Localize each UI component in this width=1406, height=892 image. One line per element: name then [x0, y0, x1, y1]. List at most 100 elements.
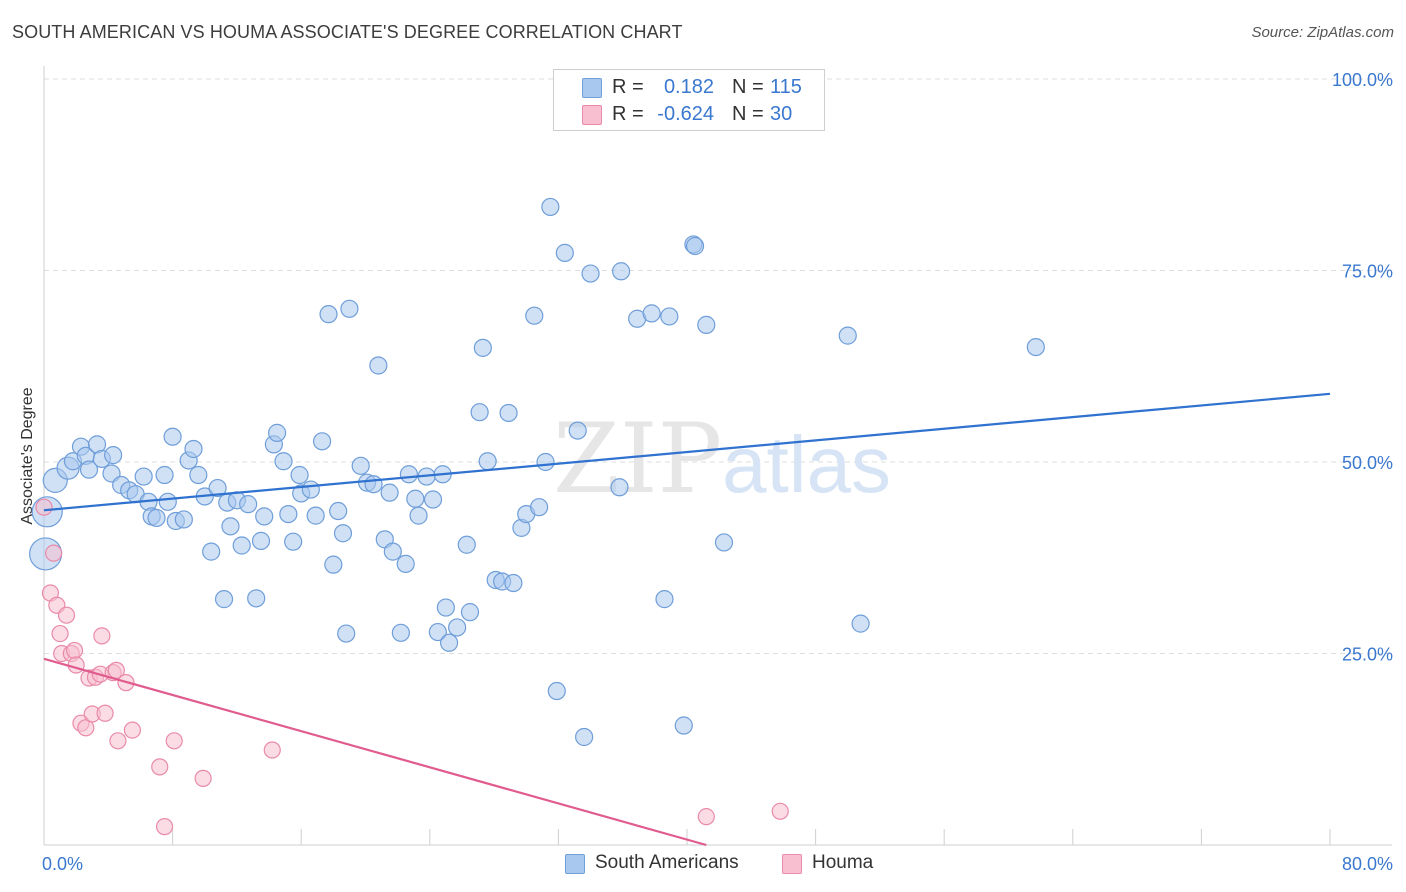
south-americans-point [214, 590, 234, 609]
south-americans-point [380, 483, 399, 502]
south-americans-point [208, 478, 227, 498]
south-americans-point [473, 338, 492, 357]
bottom-legend-swatch-pink [782, 854, 802, 874]
houma-point [96, 704, 114, 722]
south-americans-point [158, 492, 177, 511]
south-americans-point [674, 716, 693, 735]
south-americans-point [255, 507, 274, 526]
south-americans-point [409, 506, 428, 525]
bottom-legend-swatch-blue [565, 854, 585, 874]
south-americans-point [324, 555, 343, 574]
south-americans-point [189, 465, 208, 485]
legend-row-houma: R = -0.624 N = 30 [554, 102, 824, 128]
houma-point [57, 606, 76, 624]
x-tick-label-max: 80.0% [1342, 854, 1393, 874]
south-americans-point [448, 618, 467, 637]
watermark: ZIP atlas [553, 403, 891, 515]
houma-point [65, 641, 84, 660]
south-americans-point [504, 573, 523, 593]
legend-r-label: R = [612, 76, 644, 98]
legend-n-value: 115 [770, 76, 802, 98]
south-americans-point [838, 326, 857, 345]
houma-point [109, 732, 127, 750]
south-americans-point [306, 506, 325, 525]
south-americans-point [436, 598, 455, 617]
houma-point [123, 721, 142, 739]
south-americans-point [697, 315, 716, 334]
south-americans-point [134, 467, 153, 486]
south-americans-point [478, 452, 497, 471]
south-americans-point [685, 236, 705, 256]
south-americans-point [351, 456, 370, 475]
legend-r-label: R = [612, 103, 644, 125]
grid-layer [44, 78, 1392, 654]
y-tick-label: 75.0% [1342, 262, 1393, 282]
south-americans-point [79, 460, 99, 479]
south-americans-point [333, 524, 353, 543]
south-americans-point [247, 589, 266, 608]
houma-point [77, 719, 95, 737]
south-americans-point [460, 603, 480, 622]
south-americans-point [396, 554, 415, 573]
trend-layer [43, 392, 1331, 847]
south-americans-point [274, 452, 293, 471]
source-label: Source: ZipAtlas.com [1251, 24, 1394, 41]
south-americans-point [660, 307, 679, 326]
correlation-legend: R = 0.182 N = 115 R = -0.624 N = 30 [553, 69, 825, 131]
south-americans-point [364, 475, 383, 494]
south-americans-point [290, 465, 309, 485]
south-americans-trend-line [43, 392, 1331, 512]
south-americans-point [251, 531, 271, 550]
south-americans-point [406, 489, 425, 508]
south-americans-point [568, 421, 587, 440]
legend-n-value: 30 [770, 103, 793, 125]
south-americans-point [525, 306, 544, 325]
south-americans-point [232, 536, 251, 555]
houma-point [155, 818, 174, 836]
houma-trend-line [43, 657, 707, 847]
south-americans-point [337, 624, 356, 643]
y-tick-label: 25.0% [1342, 645, 1393, 665]
south-americans-point [530, 498, 549, 517]
south-americans-point [319, 305, 338, 324]
houma-point [165, 732, 183, 750]
bottom-legend-label: Houma [812, 852, 874, 873]
south-americans-point [340, 299, 359, 318]
south-americans-point [499, 403, 518, 423]
south-americans-point [312, 432, 332, 451]
south-americans-point [163, 427, 182, 446]
south-americans-point [284, 532, 303, 551]
houma-point [194, 769, 212, 787]
south-americans-point [279, 504, 298, 524]
south-americans-point [457, 535, 476, 554]
axis-layer: 25.0% 50.0% 75.0% 100.0% 0.0% 80.0% [42, 66, 1393, 874]
houma-point [263, 741, 281, 759]
south-americans-point [301, 480, 320, 499]
south-americans-point [383, 542, 402, 561]
south-americans-point [642, 304, 661, 323]
houma-point [35, 498, 53, 516]
y-tick-label: 100.0% [1332, 70, 1393, 90]
south-americans-point [439, 633, 459, 652]
legend-swatch-blue [582, 78, 602, 98]
legend-r-value: -0.624 [657, 103, 714, 125]
x-tick-label-min: 0.0% [42, 854, 83, 874]
south-americans-point [391, 623, 410, 642]
legend-n-label: N = [732, 103, 764, 125]
south-americans-point [470, 403, 489, 422]
south-americans-point [611, 262, 631, 281]
south-americans-point [655, 590, 674, 609]
watermark-zip: ZIP [553, 403, 722, 515]
houma-point [771, 802, 789, 820]
houma-point [45, 544, 63, 562]
south-americans-point [174, 510, 193, 529]
south-americans-point [267, 423, 287, 442]
south-americans-point [202, 542, 221, 561]
south-americans-point [547, 681, 566, 701]
legend-r-value: 0.182 [663, 76, 714, 98]
chart-title: SOUTH AMERICAN VS HOUMA ASSOCIATE'S DEGR… [12, 22, 683, 42]
south-americans-point [575, 727, 594, 747]
south-americans-point [610, 478, 629, 497]
south-americans-point [581, 264, 600, 283]
